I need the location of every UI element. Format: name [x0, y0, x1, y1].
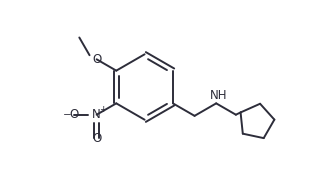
Text: O: O	[69, 108, 79, 121]
Text: N: N	[92, 108, 101, 121]
Text: +: +	[99, 105, 106, 114]
Text: O: O	[92, 53, 101, 66]
Text: O: O	[92, 132, 101, 145]
Text: NH: NH	[210, 89, 227, 102]
Text: −: −	[63, 110, 72, 120]
